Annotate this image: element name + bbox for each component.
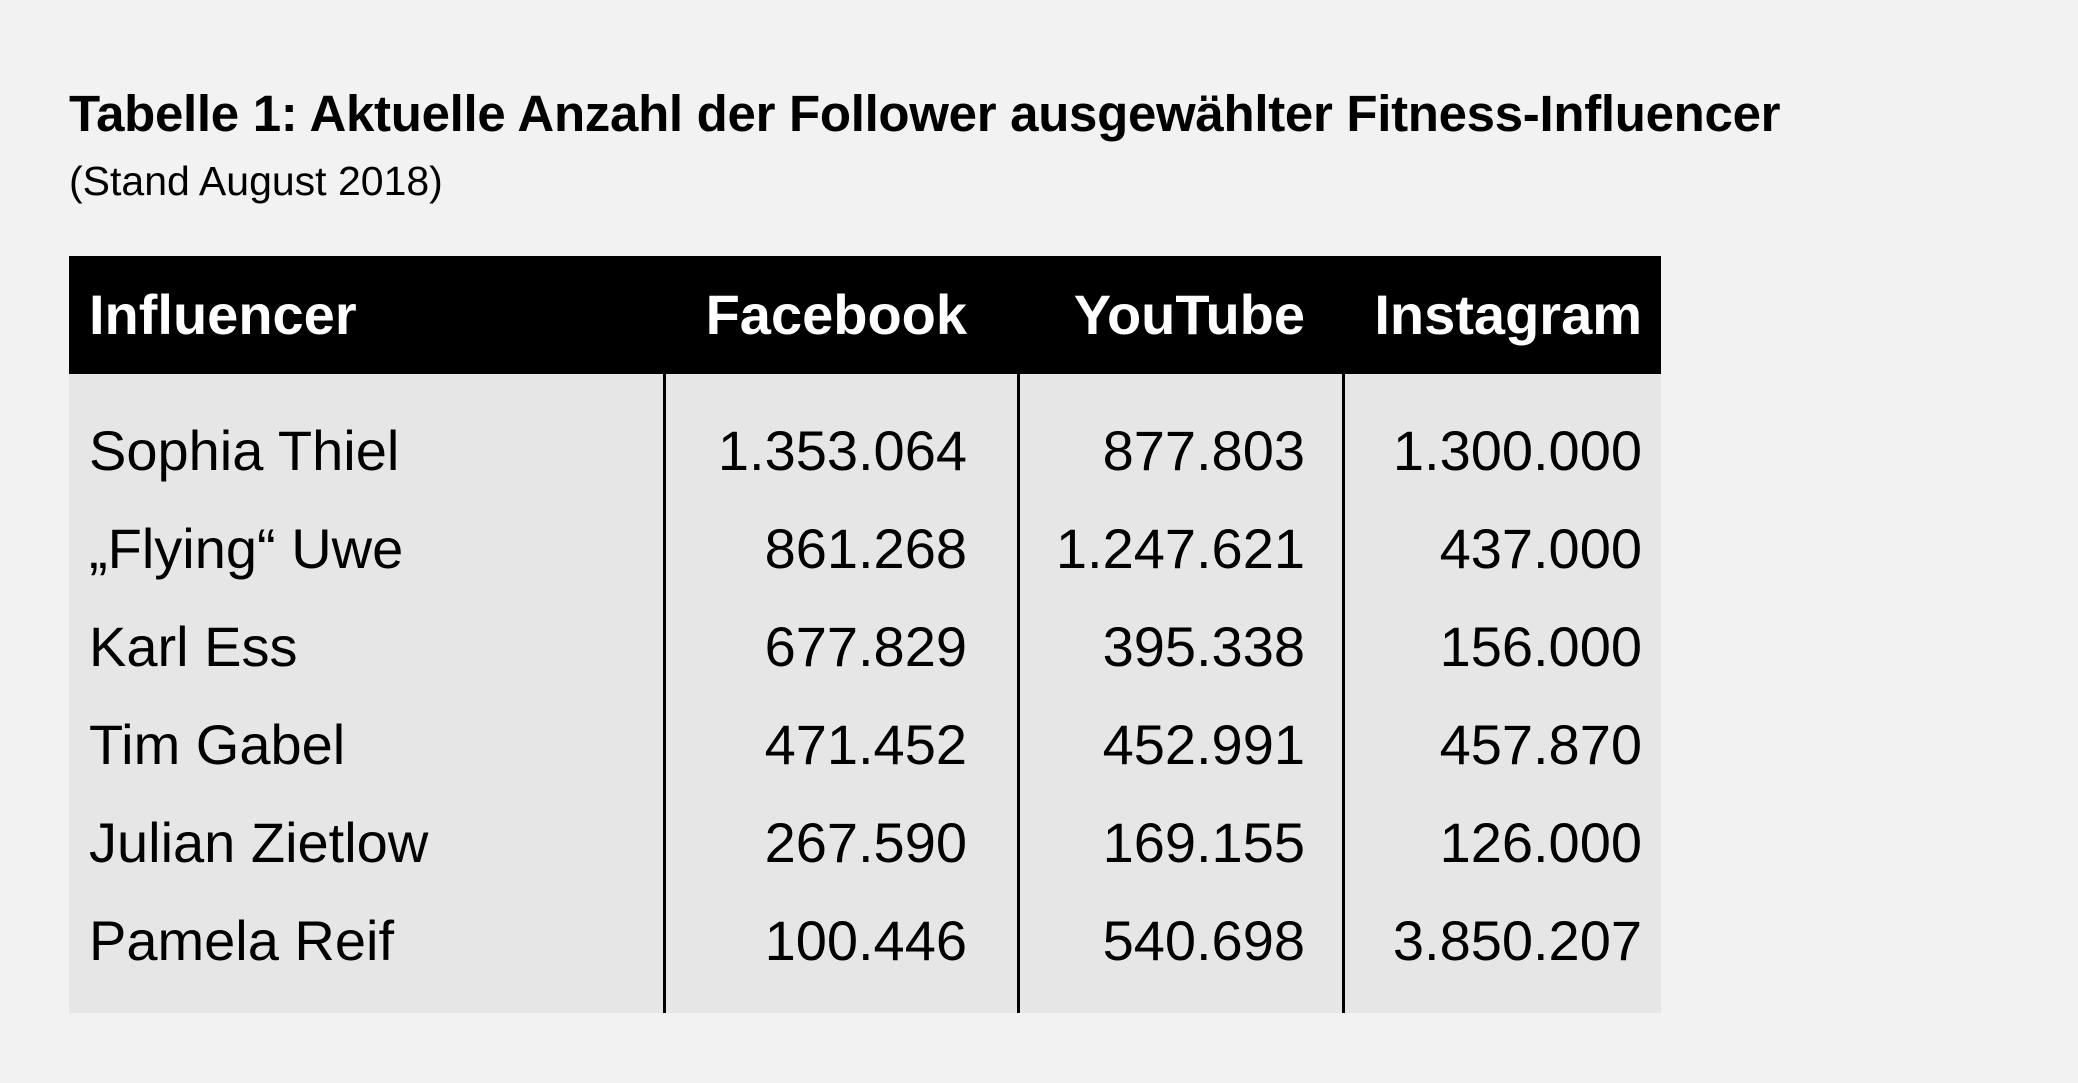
header-facebook: Facebook (705, 283, 967, 346)
cell-influencer: Tim Gabel (89, 713, 346, 776)
cell-facebook: 100.446 (764, 909, 967, 972)
column-divider (663, 374, 666, 1013)
table-row: „Flying“ Uwe 861.268 1.247.621 437.000 (69, 500, 1661, 598)
cell-instagram: 3.850.207 (1392, 909, 1642, 972)
table-row: Tim Gabel 471.452 452.991 457.870 (69, 696, 1661, 794)
cell-youtube: 877.803 (1102, 419, 1305, 482)
cell-youtube: 540.698 (1102, 909, 1305, 972)
cell-influencer: Karl Ess (89, 615, 298, 678)
cell-youtube: 452.991 (1102, 713, 1305, 776)
cell-facebook: 861.268 (764, 517, 967, 580)
cell-facebook: 677.829 (764, 615, 967, 678)
table-row: Sophia Thiel 1.353.064 877.803 1.300.000 (69, 402, 1661, 500)
cell-youtube: 1.247.621 (1055, 517, 1305, 580)
cell-youtube: 395.338 (1102, 615, 1305, 678)
header-youtube: YouTube (1073, 283, 1305, 346)
column-divider (1017, 374, 1020, 1013)
table-row: Pamela Reif 100.446 540.698 3.850.207 (69, 892, 1661, 990)
cell-facebook: 1.353.064 (717, 419, 967, 482)
cell-instagram: 437.000 (1439, 517, 1642, 580)
table-header: Influencer Facebook YouTube Instagram (69, 256, 1661, 374)
table-row: Karl Ess 677.829 395.338 156.000 (69, 598, 1661, 696)
cell-instagram: 126.000 (1439, 811, 1642, 874)
cell-youtube: 169.155 (1102, 811, 1305, 874)
cell-influencer: „Flying“ Uwe (89, 517, 404, 580)
cell-influencer: Sophia Thiel (89, 419, 400, 482)
cell-facebook: 471.452 (764, 713, 967, 776)
header-instagram: Instagram (1374, 283, 1642, 346)
table-subtitle: (Stand August 2018) (69, 158, 443, 204)
cell-influencer: Pamela Reif (89, 909, 395, 972)
cell-instagram: 1.300.000 (1392, 419, 1642, 482)
header-influencer: Influencer (89, 283, 357, 346)
cell-instagram: 457.870 (1439, 713, 1642, 776)
table-title: Tabelle 1: Aktuelle Anzahl der Follower … (69, 85, 1781, 142)
column-divider (1342, 374, 1345, 1013)
followers-table: Influencer Facebook YouTube Instagram So… (69, 256, 1661, 1013)
table-row: Julian Zietlow 267.590 169.155 126.000 (69, 794, 1661, 892)
table-body: Sophia Thiel 1.353.064 877.803 1.300.000… (69, 374, 1661, 1013)
cell-instagram: 156.000 (1439, 615, 1642, 678)
cell-influencer: Julian Zietlow (89, 811, 429, 874)
cell-facebook: 267.590 (764, 811, 967, 874)
